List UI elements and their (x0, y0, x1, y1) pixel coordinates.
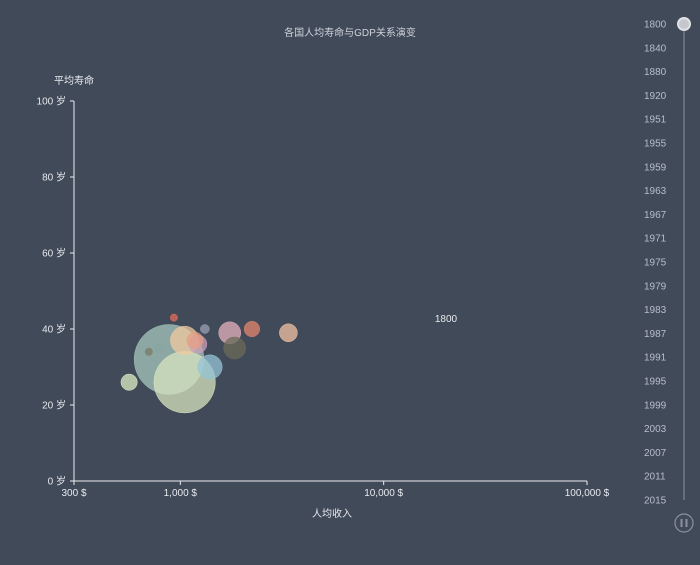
pause-button[interactable] (674, 513, 694, 533)
timeline-handle[interactable] (677, 17, 691, 31)
bubble-point[interactable] (120, 373, 138, 391)
bubble-point[interactable] (223, 336, 246, 360)
x-axis-label: 人均收入 (312, 507, 352, 520)
bubble-series[interactable] (120, 313, 298, 414)
bubble-point[interactable] (169, 313, 178, 322)
x-axis: 300 $ 1,000 $ 10,000 $ 100,000 $ (61, 480, 610, 499)
timeline-year-label[interactable]: 1951 (644, 115, 667, 126)
y-tick-label: 100 岁 (37, 95, 66, 108)
bubble-point[interactable] (154, 343, 165, 353)
bubble-point[interactable] (197, 354, 223, 380)
timeline-year-label[interactable]: 2011 (644, 472, 666, 483)
timeline-slider[interactable]: 1800 1840 1880 1920 1951 1955 1959 1963 1967 1971… (644, 17, 694, 533)
y-tick-label: 60 岁 (42, 247, 66, 260)
timeline-year-label[interactable]: 2003 (644, 424, 667, 435)
x-tick-label: 1,000 $ (164, 488, 198, 499)
pause-icon-bar (680, 519, 683, 527)
x-tick-label: 10,000 $ (364, 488, 403, 499)
bubble-point[interactable] (144, 347, 153, 356)
y-tick-label: 40 岁 (42, 323, 66, 336)
timeline-year-label[interactable]: 1983 (644, 305, 667, 316)
y-tick-label: 80 岁 (42, 171, 66, 184)
pause-icon (680, 519, 688, 527)
bubble-point[interactable] (279, 323, 298, 343)
timeline-year-label[interactable]: 1991 (644, 353, 667, 364)
timeline-year-label[interactable]: 1987 (644, 329, 667, 340)
bubble-point[interactable] (186, 331, 204, 349)
x-tick-label: 100,000 $ (565, 488, 610, 499)
timeline-year-label[interactable]: 1880 (644, 67, 667, 78)
y-tick-label: 0 岁 (48, 475, 66, 488)
y-tick-label: 20 岁 (42, 399, 66, 412)
y-axis: 0 岁 20 岁 40 岁 60 岁 80 岁 100 岁 (37, 95, 75, 488)
timeline-year-label[interactable]: 1840 (644, 43, 667, 54)
bubble-point[interactable] (200, 324, 210, 334)
chart-title: 各国人均寿命与GDP关系演变 (284, 26, 416, 39)
timeline-year-label[interactable]: 1959 (644, 162, 667, 173)
pause-icon-bar (685, 519, 688, 527)
timeline-year-label[interactable]: 1955 (644, 139, 667, 150)
timeline-year-label[interactable]: 1800 (644, 20, 667, 31)
current-year-label: 1800 (435, 314, 458, 325)
timeline-year-label[interactable]: 1963 (644, 186, 667, 197)
y-axis-label: 平均寿命 (54, 74, 94, 87)
timeline-year-label[interactable]: 1995 (644, 377, 667, 388)
timeline-year-label[interactable]: 2007 (644, 448, 667, 459)
x-tick-label: 300 $ (61, 488, 86, 499)
timeline-year-label[interactable]: 1999 (644, 400, 667, 411)
timeline-year-label[interactable]: 1975 (644, 258, 667, 269)
timeline-year-label[interactable]: 1920 (644, 91, 667, 102)
timeline-year-label[interactable]: 1979 (644, 281, 667, 292)
bubble-point[interactable] (243, 320, 260, 338)
timeline-year-label[interactable]: 2015 (644, 496, 667, 507)
timeline-year-label[interactable]: 1971 (644, 234, 667, 245)
pause-button-ring (674, 513, 694, 533)
timeline-year-label[interactable]: 1967 (644, 210, 667, 221)
